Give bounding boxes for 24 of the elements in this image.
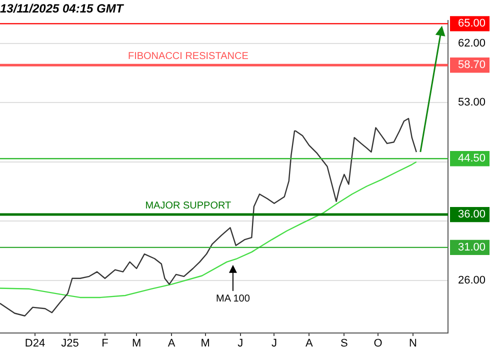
x-tick-label: M <box>200 338 210 350</box>
y-tick-label: 62.00 <box>458 37 486 50</box>
x-tick-label: J <box>238 338 244 350</box>
chart-title: 13/11/2025 04:15 GMT <box>0 2 125 16</box>
x-tick-label: J <box>271 338 277 350</box>
annotation: MA 100 <box>216 294 250 305</box>
x-tick-label: A <box>168 338 176 350</box>
y-tick-label: 65.00 <box>458 18 486 30</box>
x-tick-label: A <box>306 338 314 350</box>
x-tick-label: J25 <box>61 338 79 350</box>
y-tick-label: 26.00 <box>458 274 486 286</box>
y-tick-label: 31.00 <box>458 241 486 254</box>
x-tick-label: M <box>132 338 142 350</box>
x-tick-label: N <box>409 338 418 350</box>
y-tick-label: 53.00 <box>458 96 486 109</box>
ref-line-label: MAJOR SUPPORT <box>145 200 232 212</box>
x-tick-label: S <box>340 338 348 350</box>
x-tick-label: O <box>374 338 383 350</box>
y-tick-label: 58.70 <box>458 59 486 72</box>
y-tick-label: 44.50 <box>458 152 486 165</box>
x-tick-label: D24 <box>24 338 46 350</box>
y-tick-label: 36.00 <box>458 208 486 221</box>
x-tick-label: F <box>102 338 109 350</box>
ref-line-label: FIBONACCI RESISTANCE <box>128 50 249 62</box>
